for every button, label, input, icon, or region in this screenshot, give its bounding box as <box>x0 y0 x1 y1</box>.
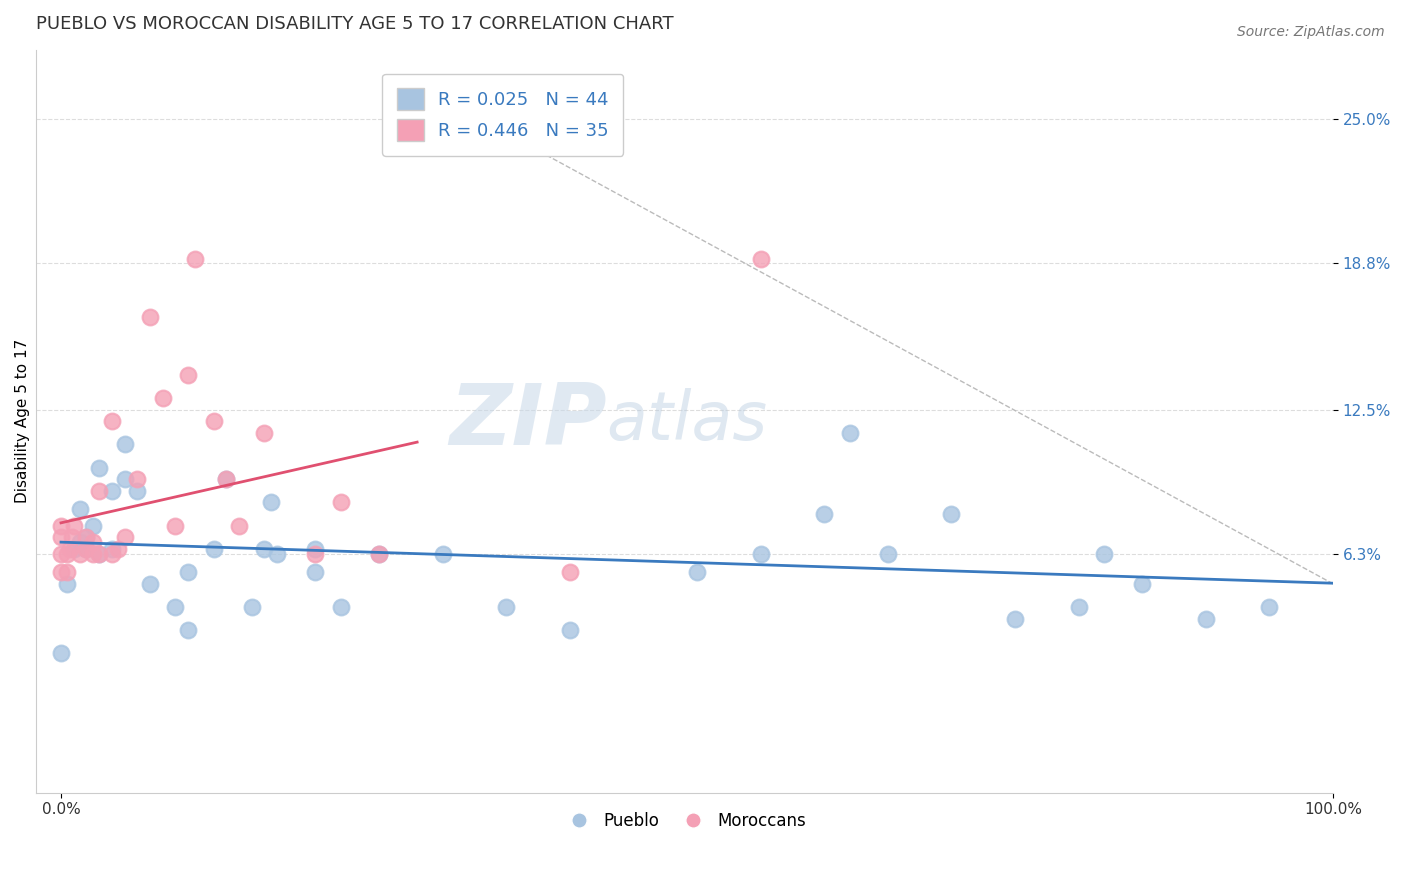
Point <box>127 472 149 486</box>
Point <box>62 541 84 556</box>
Point <box>101 541 124 556</box>
Point <box>62 530 84 544</box>
Point <box>215 472 238 486</box>
Point <box>75 541 97 556</box>
Point <box>558 623 581 637</box>
Y-axis label: Disability Age 5 to 17: Disability Age 5 to 17 <box>15 339 30 503</box>
Point <box>202 541 225 556</box>
Point <box>177 623 200 637</box>
Point <box>177 368 200 382</box>
Point <box>165 599 187 614</box>
Point <box>941 507 963 521</box>
Point <box>749 252 772 266</box>
Point <box>876 547 898 561</box>
Point <box>1092 547 1115 561</box>
Point <box>749 547 772 561</box>
Point <box>89 483 111 498</box>
Point <box>114 472 136 486</box>
Point <box>1130 576 1153 591</box>
Point <box>228 518 250 533</box>
Point <box>56 576 79 591</box>
Point <box>89 460 111 475</box>
Text: atlas: atlas <box>606 388 768 454</box>
Point <box>253 541 276 556</box>
Text: Source: ZipAtlas.com: Source: ZipAtlas.com <box>1237 25 1385 39</box>
Point <box>89 547 111 561</box>
Point <box>101 414 124 428</box>
Point <box>139 576 162 591</box>
Point <box>69 502 91 516</box>
Point <box>69 547 91 561</box>
Point <box>82 535 104 549</box>
Text: PUEBLO VS MOROCCAN DISABILITY AGE 5 TO 17 CORRELATION CHART: PUEBLO VS MOROCCAN DISABILITY AGE 5 TO 1… <box>35 15 673 33</box>
Point <box>69 535 91 549</box>
Text: ZIP: ZIP <box>449 380 606 463</box>
Point <box>266 547 288 561</box>
Point <box>49 530 72 544</box>
Point <box>49 646 72 660</box>
Point <box>1195 611 1218 625</box>
Point <box>152 391 174 405</box>
Point <box>165 518 187 533</box>
Point <box>56 547 79 561</box>
Point <box>56 565 79 579</box>
Point <box>240 599 263 614</box>
Point <box>368 547 391 561</box>
Point <box>558 565 581 579</box>
Point <box>1067 599 1090 614</box>
Point <box>114 437 136 451</box>
Point <box>253 425 276 440</box>
Point <box>49 565 72 579</box>
Point <box>304 541 326 556</box>
Point <box>202 414 225 428</box>
Point <box>75 530 97 544</box>
Point <box>127 483 149 498</box>
Point <box>304 547 326 561</box>
Point <box>177 565 200 579</box>
Point <box>107 541 129 556</box>
Point <box>686 565 709 579</box>
Point <box>114 530 136 544</box>
Point <box>432 547 454 561</box>
Point <box>139 310 162 324</box>
Point <box>1258 599 1281 614</box>
Point <box>304 565 326 579</box>
Point <box>75 541 97 556</box>
Point <box>813 507 835 521</box>
Point <box>1004 611 1026 625</box>
Point <box>49 547 72 561</box>
Point <box>101 547 124 561</box>
Point <box>329 495 352 509</box>
Point <box>183 252 205 266</box>
Point <box>368 547 391 561</box>
Point <box>59 541 82 556</box>
Point <box>101 483 124 498</box>
Legend: Pueblo, Moroccans: Pueblo, Moroccans <box>555 805 813 837</box>
Point <box>838 425 860 440</box>
Point <box>495 599 517 614</box>
Point <box>49 518 72 533</box>
Point <box>82 518 104 533</box>
Point <box>215 472 238 486</box>
Point <box>82 547 104 561</box>
Point <box>260 495 283 509</box>
Point <box>75 530 97 544</box>
Point <box>89 547 111 561</box>
Point <box>62 518 84 533</box>
Point <box>329 599 352 614</box>
